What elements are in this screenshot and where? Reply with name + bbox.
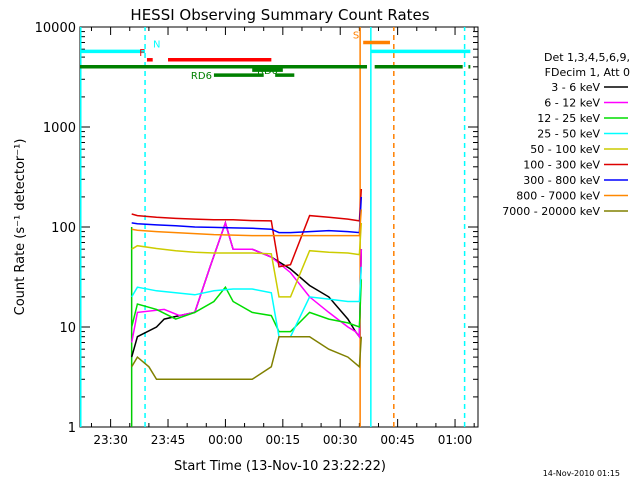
series-line [131, 266, 363, 338]
series-line [131, 188, 363, 268]
legend-label: 12 - 25 keV [537, 112, 600, 125]
x-tick-label: 00:15 [266, 433, 301, 447]
y-tick-label: 10000 [35, 21, 76, 36]
x-tick-label: 00:45 [380, 433, 415, 447]
legend-header-line-2: FDecim 1, Att 0 [545, 66, 630, 79]
legend: 3 - 6 keV 6 - 12 keV 12 - 25 keV 25 - 50 ke… [502, 81, 628, 218]
state-bar-label: F [139, 48, 145, 59]
state-bar-label: N [153, 39, 160, 50]
footer-date: 14-Nov-2010 01:15 [543, 469, 620, 478]
x-axis-label: Start Time (13-Nov-10 23:22:22) [174, 459, 386, 474]
legend-label: 3 - 6 keV [551, 81, 600, 94]
legend-label: 7000 - 20000 keV [502, 205, 600, 218]
chart-title: HESSI Observing Summary Count Rates [130, 6, 429, 24]
legend-header-line-1: Det 1,3,4,5,6,9, [544, 51, 630, 64]
legend-label: 800 - 7000 keV [516, 190, 600, 203]
state-bar-label: RD0 [257, 66, 278, 77]
series-line [130, 279, 363, 333]
legend-label: 300 - 800 keV [523, 174, 600, 187]
state-bar-label: RD6 [191, 71, 212, 82]
y-tick-label: 100 [51, 221, 76, 236]
series-line [131, 209, 363, 237]
legend-label: 25 - 50 keV [537, 128, 600, 141]
y-tick-label: 1000 [43, 121, 76, 136]
x-tick-label: 01:00 [438, 433, 473, 447]
series-line [131, 335, 363, 381]
legend-label: 100 - 300 keV [523, 159, 600, 172]
x-tick-label: 23:30 [93, 433, 128, 447]
legend-label: 50 - 100 keV [530, 143, 600, 156]
y-tick-label: 1 [68, 421, 76, 436]
x-tick-label: 23:45 [151, 433, 186, 447]
series-line [131, 196, 363, 234]
series-line [130, 220, 363, 343]
y-axis-label: Count Rate (s⁻¹ detector⁻¹) [13, 139, 28, 316]
y-tick-label: 10 [59, 321, 76, 336]
state-bar-label: S [353, 30, 359, 41]
legend-label: 6 - 12 keV [544, 97, 600, 110]
x-tick-label: 00:00 [208, 433, 243, 447]
x-tick-label: 00:30 [323, 433, 358, 447]
plot-layer: 23:30 23:45 00:00 00:15 00:30 00:45 01:00 1 10 10… [35, 21, 479, 447]
series-line [131, 222, 363, 298]
